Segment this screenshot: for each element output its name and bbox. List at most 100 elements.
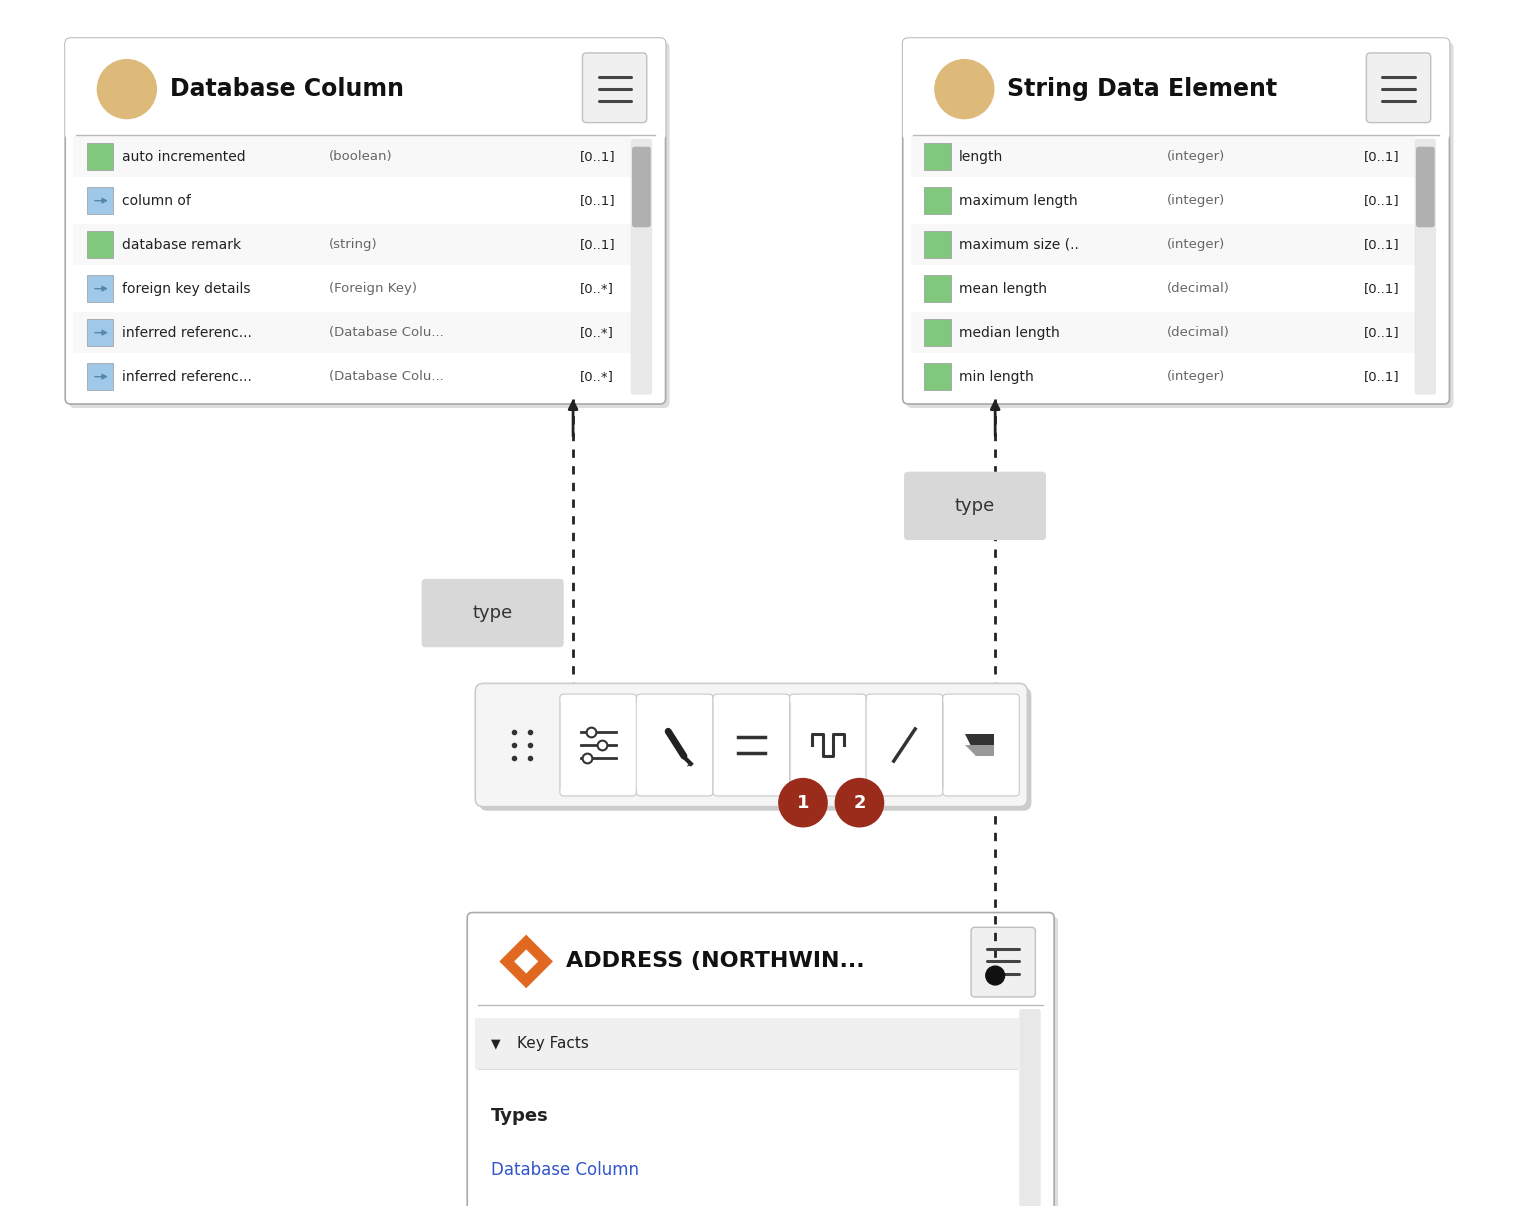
Text: ADDRESS (NORTHWIN...: ADDRESS (NORTHWIN... xyxy=(567,952,866,972)
Bar xyxy=(911,136,1414,177)
Polygon shape xyxy=(514,949,538,973)
FancyBboxPatch shape xyxy=(467,913,1054,1206)
FancyBboxPatch shape xyxy=(421,579,564,648)
Text: type: type xyxy=(955,497,994,515)
Text: [0..1]: [0..1] xyxy=(1364,238,1399,251)
FancyBboxPatch shape xyxy=(632,147,650,227)
FancyBboxPatch shape xyxy=(943,695,1019,796)
FancyBboxPatch shape xyxy=(1416,147,1434,227)
Text: (Database Colu...: (Database Colu... xyxy=(329,370,444,384)
Polygon shape xyxy=(966,745,994,756)
Bar xyxy=(911,224,1414,265)
FancyBboxPatch shape xyxy=(1414,139,1436,394)
FancyBboxPatch shape xyxy=(70,42,670,408)
FancyBboxPatch shape xyxy=(475,684,1028,807)
Bar xyxy=(86,144,114,170)
FancyBboxPatch shape xyxy=(65,39,666,404)
Bar xyxy=(925,144,951,170)
Bar xyxy=(925,363,951,390)
Bar xyxy=(86,187,114,213)
Text: (decimal): (decimal) xyxy=(1167,282,1229,295)
Bar xyxy=(911,312,1414,353)
Bar xyxy=(73,268,631,309)
Text: Database Column: Database Column xyxy=(170,77,403,101)
Bar xyxy=(73,312,631,353)
Bar xyxy=(911,180,1414,222)
FancyBboxPatch shape xyxy=(1019,1009,1041,1206)
Text: mean length: mean length xyxy=(960,282,1048,295)
FancyBboxPatch shape xyxy=(904,472,1046,540)
Text: (integer): (integer) xyxy=(1167,151,1225,163)
Text: median length: median length xyxy=(960,326,1060,340)
Text: inferred referenc...: inferred referenc... xyxy=(121,326,252,340)
Text: [0..1]: [0..1] xyxy=(579,151,615,163)
Text: [0..*]: [0..*] xyxy=(579,370,614,384)
Text: (Foreign Key): (Foreign Key) xyxy=(329,282,417,295)
FancyBboxPatch shape xyxy=(582,53,647,123)
Bar xyxy=(73,224,631,265)
Bar xyxy=(925,187,951,213)
Text: (integer): (integer) xyxy=(1167,194,1225,207)
FancyBboxPatch shape xyxy=(479,687,1031,810)
Text: (Database Colu...: (Database Colu... xyxy=(329,326,444,339)
Text: [0..1]: [0..1] xyxy=(1364,151,1399,163)
Bar xyxy=(925,320,951,346)
Text: database remark: database remark xyxy=(121,238,241,252)
Text: (integer): (integer) xyxy=(1167,238,1225,251)
Circle shape xyxy=(779,779,828,827)
FancyBboxPatch shape xyxy=(866,695,943,796)
FancyBboxPatch shape xyxy=(637,695,713,796)
Bar xyxy=(86,363,114,390)
FancyBboxPatch shape xyxy=(902,39,1449,404)
Text: [0..*]: [0..*] xyxy=(579,282,614,295)
Text: String Data Element: String Data Element xyxy=(1007,77,1278,101)
Text: ▼: ▼ xyxy=(491,1037,500,1050)
Text: foreign key details: foreign key details xyxy=(121,282,250,295)
Bar xyxy=(925,232,951,258)
FancyBboxPatch shape xyxy=(65,39,666,140)
Text: [0..1]: [0..1] xyxy=(1364,282,1399,295)
FancyBboxPatch shape xyxy=(713,695,790,796)
Text: Database Column: Database Column xyxy=(491,1161,640,1178)
Circle shape xyxy=(97,59,156,118)
Bar xyxy=(86,232,114,258)
Text: length: length xyxy=(960,150,1004,164)
Text: maximum size (..: maximum size (.. xyxy=(960,238,1079,252)
Text: min length: min length xyxy=(960,370,1034,384)
Bar xyxy=(86,275,114,302)
Text: (decimal): (decimal) xyxy=(1167,326,1229,339)
Bar xyxy=(73,180,631,222)
Polygon shape xyxy=(499,935,553,988)
Bar xyxy=(911,268,1414,309)
Text: 1: 1 xyxy=(797,794,810,812)
FancyBboxPatch shape xyxy=(471,917,1058,1206)
Text: 2: 2 xyxy=(854,794,866,812)
Text: [0..1]: [0..1] xyxy=(1364,370,1399,384)
FancyBboxPatch shape xyxy=(790,695,866,796)
Circle shape xyxy=(935,59,994,118)
Circle shape xyxy=(835,779,884,827)
Text: [0..1]: [0..1] xyxy=(579,194,615,207)
FancyBboxPatch shape xyxy=(972,927,1035,997)
Text: Key Facts: Key Facts xyxy=(517,1036,588,1052)
FancyBboxPatch shape xyxy=(902,39,1449,140)
Bar xyxy=(925,275,951,302)
Text: [0..1]: [0..1] xyxy=(579,238,615,251)
Bar xyxy=(86,320,114,346)
FancyBboxPatch shape xyxy=(1366,53,1431,123)
FancyBboxPatch shape xyxy=(631,139,652,394)
Bar xyxy=(475,1018,1019,1070)
Text: Types: Types xyxy=(491,1107,549,1125)
Text: auto incremented: auto incremented xyxy=(121,150,246,164)
Text: [0..1]: [0..1] xyxy=(1364,194,1399,207)
Text: (integer): (integer) xyxy=(1167,370,1225,384)
FancyBboxPatch shape xyxy=(907,42,1454,408)
FancyBboxPatch shape xyxy=(559,695,637,796)
Polygon shape xyxy=(966,734,994,756)
Text: column of: column of xyxy=(121,194,191,207)
Text: [0..*]: [0..*] xyxy=(579,326,614,339)
Circle shape xyxy=(985,966,1005,985)
Text: [0..1]: [0..1] xyxy=(1364,326,1399,339)
Text: maximum length: maximum length xyxy=(960,194,1078,207)
Bar xyxy=(73,136,631,177)
